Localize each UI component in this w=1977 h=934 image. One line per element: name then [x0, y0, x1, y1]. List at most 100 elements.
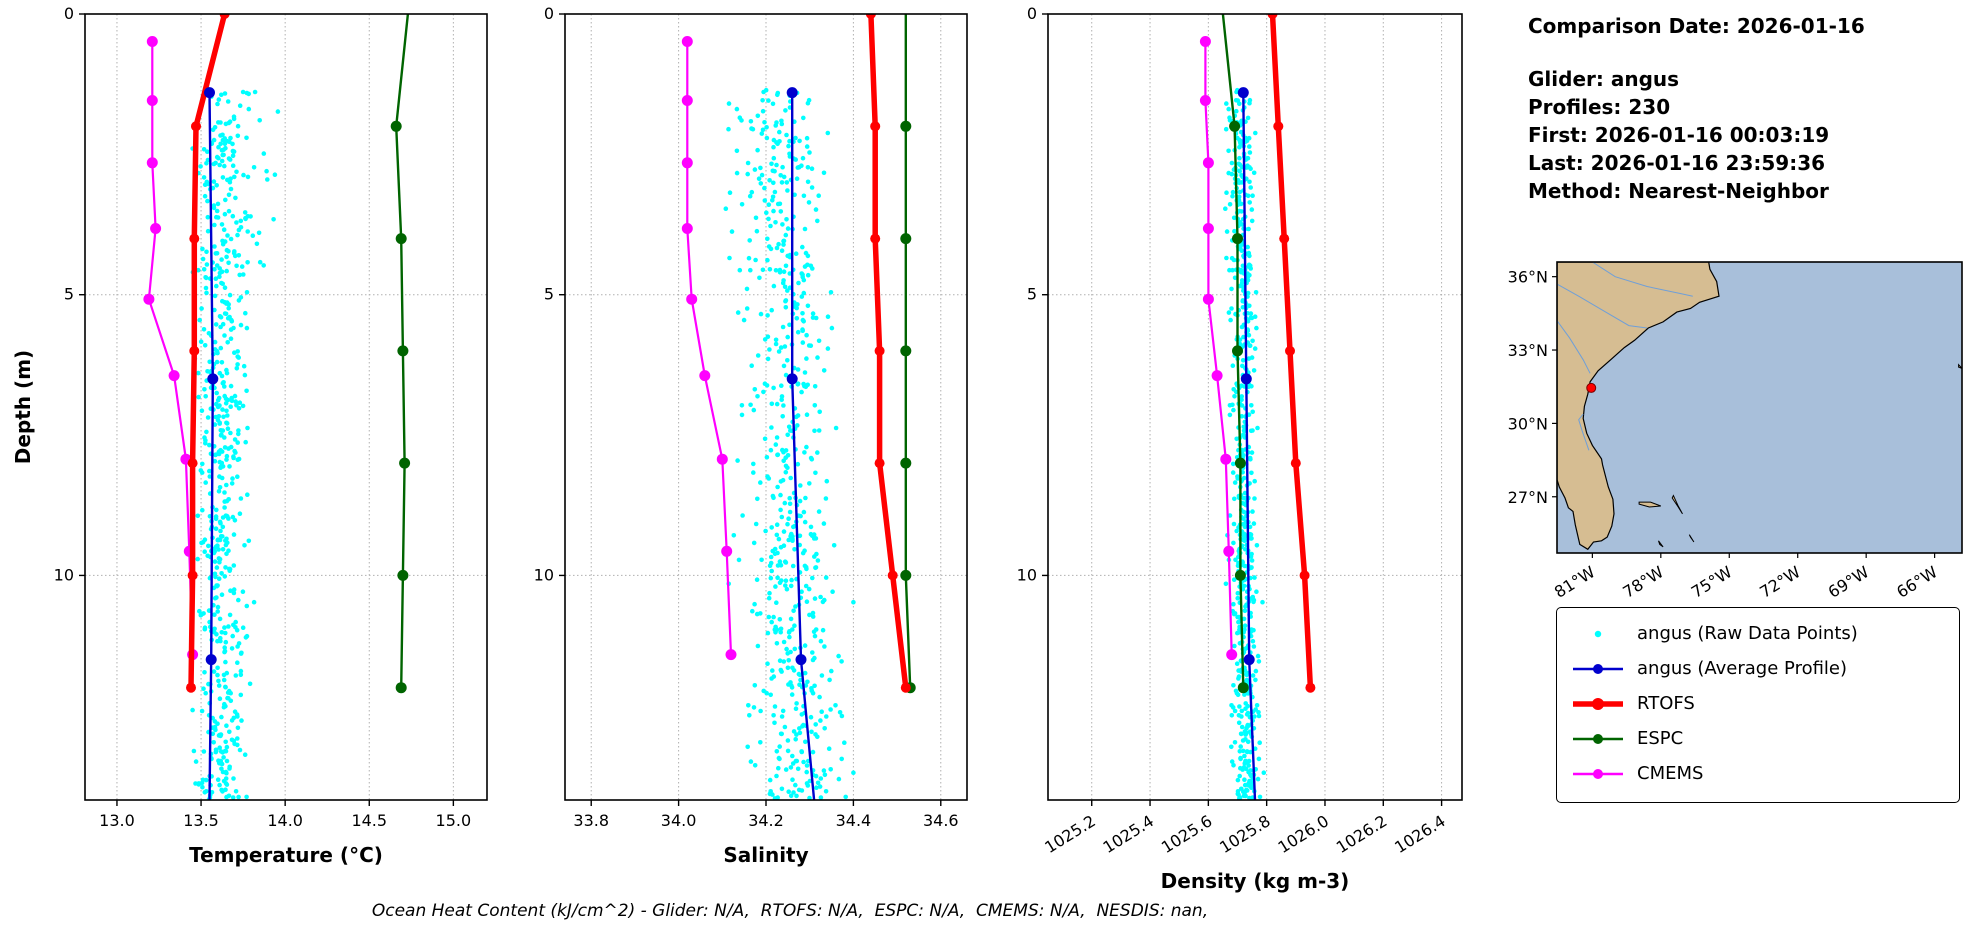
- legend-label: angus (Raw Data Points): [1637, 623, 1858, 644]
- island: [1671, 494, 1683, 515]
- density-chart: 1025.2 1025.4 1025.6 1025.8 1026.0 1026.2 1026…: [1017, 4, 1463, 893]
- series-marker: [1240, 373, 1252, 385]
- info-lines: Glider: angus Profiles: 230 First: 2026-01…: [1528, 65, 1970, 205]
- series-marker: [1202, 223, 1214, 234]
- legend-label: CMEMS: [1637, 763, 1704, 784]
- temperature-plot-area: [143, 14, 411, 800]
- lon-tick-label: 81°W: [1551, 562, 1599, 602]
- series-marker: [397, 345, 409, 357]
- island: [1658, 540, 1664, 548]
- series-marker: [1234, 569, 1246, 581]
- glider-position-marker: [1586, 382, 1597, 393]
- series-marker: [1211, 370, 1223, 382]
- footer-caption: Ocean Heat Content (kJ/cm^2) - Glider: N…: [371, 901, 1209, 921]
- series-marker: [1229, 120, 1241, 132]
- series-marker: [1220, 453, 1232, 465]
- x-tick-label: 13.0: [99, 811, 135, 830]
- series-marker: [168, 370, 180, 382]
- temperature-chart: 13.0 13.5 14.0 14.5 15.0 0 5 10 Temperature (°C)…: [11, 4, 488, 867]
- y-tick-label: 0: [64, 4, 74, 23]
- legend-item-raw: angus (Raw Data Points): [1569, 616, 1947, 651]
- series-marker: [681, 36, 693, 47]
- x-tick-label: 33.8: [573, 811, 609, 830]
- series-marker: [786, 87, 798, 99]
- series-marker: [870, 121, 881, 132]
- x-tick-label: 15.0: [436, 811, 472, 830]
- salinity-plot-area: [681, 14, 916, 800]
- rtofs-swatch-icon: [1573, 697, 1623, 710]
- series-marker: [1232, 345, 1243, 357]
- raw-swatch-icon: [1594, 630, 1602, 637]
- lon-tick-label: 69°W: [1825, 562, 1873, 602]
- series-marker: [1223, 545, 1235, 557]
- cmems-swatch-icon: [1573, 768, 1623, 779]
- series-marker: [786, 373, 798, 385]
- series-marker: [146, 95, 158, 106]
- legend-item-rtofs: RTOFS: [1569, 686, 1947, 721]
- info-line: Glider: angus: [1528, 67, 1680, 91]
- lon-tick-label: 78°W: [1619, 562, 1667, 602]
- x-tick-label: 34.2: [748, 811, 784, 830]
- river: [1557, 320, 1591, 374]
- series-marker: [1202, 293, 1214, 305]
- x-tick-label: 34.6: [923, 811, 959, 830]
- x-tick-label: 1025.2: [1041, 811, 1099, 857]
- series-marker: [187, 458, 198, 469]
- river: [1578, 413, 1590, 451]
- y-tick-label: 10: [1017, 565, 1037, 584]
- series-marker: [1202, 157, 1214, 169]
- series-rtofs: [1267, 14, 1316, 693]
- series-marker: [187, 570, 198, 581]
- info-panel: Comparison Date: 2026-01-16 Glider: angu…: [1528, 14, 1970, 205]
- series-marker: [1237, 682, 1249, 694]
- x-tick-label: 14.0: [267, 811, 303, 830]
- series-marker: [887, 570, 898, 581]
- density-plot-area: [1199, 14, 1316, 800]
- series-marker: [716, 453, 728, 465]
- series-marker: [900, 233, 912, 245]
- series-marker: [150, 223, 162, 234]
- river: [1557, 283, 1648, 329]
- series-marker: [874, 345, 885, 356]
- series-cmems: [681, 36, 737, 661]
- series-marker: [207, 373, 219, 385]
- series-avg: [786, 87, 816, 800]
- lon-tick-label: 72°W: [1756, 562, 1804, 602]
- y-tick-label: 10: [54, 565, 74, 584]
- series-marker: [900, 345, 912, 357]
- island: [1638, 501, 1661, 508]
- lon-tick-label: 66°W: [1893, 562, 1941, 602]
- avg-swatch-icon: [1573, 663, 1623, 674]
- series-rtofs: [865, 14, 911, 693]
- info-line: Method: Nearest-Neighbor: [1528, 179, 1829, 203]
- x-tick-label: 1025.6: [1158, 811, 1216, 857]
- legend-label: RTOFS: [1637, 693, 1695, 714]
- y-tick-label: 5: [64, 285, 74, 304]
- y-tick-label: 5: [1027, 285, 1037, 304]
- series-marker: [146, 36, 158, 47]
- series-marker: [205, 654, 217, 666]
- legend-item-avg: angus (Average Profile): [1569, 651, 1947, 686]
- land-coastline: [1557, 262, 1720, 551]
- series-marker: [189, 345, 200, 356]
- series-marker: [1273, 121, 1284, 132]
- salinity-chart: 33.8 34.0 34.2 34.4 34.6 0 5 10 Salinity: [534, 4, 968, 867]
- map-frame: [1556, 261, 1963, 554]
- series-marker: [1243, 654, 1255, 666]
- lon-tick-label: 75°W: [1688, 562, 1736, 602]
- series-marker: [725, 649, 737, 661]
- series-marker: [681, 157, 693, 169]
- series-espc: [900, 14, 916, 694]
- raw-data-points: [723, 87, 856, 800]
- series-marker: [189, 233, 200, 244]
- info-line: First: 2026-01-16 00:03:19: [1528, 123, 1830, 147]
- series-marker: [390, 120, 402, 132]
- series-marker: [1279, 233, 1290, 244]
- series-marker: [1267, 14, 1278, 19]
- series-marker: [1199, 95, 1211, 106]
- series-marker: [204, 87, 215, 99]
- island: [1958, 363, 1962, 369]
- series-marker: [395, 682, 407, 694]
- lat-tick-label: 27°N: [1508, 488, 1548, 507]
